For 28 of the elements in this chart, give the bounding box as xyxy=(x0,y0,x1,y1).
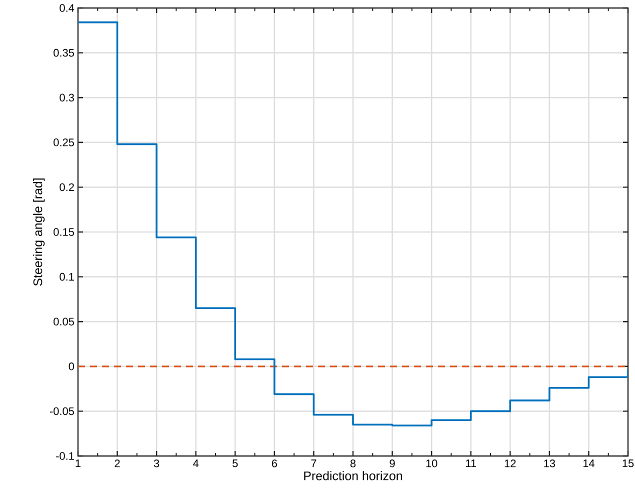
y-tick-label: 0.25 xyxy=(54,138,74,146)
y-tick-label: 0.1 xyxy=(60,272,74,281)
y-tick-label: -0.1 xyxy=(56,452,74,460)
y-tick-label: 0 xyxy=(68,362,74,370)
x-tick-label: 5 xyxy=(232,460,238,468)
x-tick-label: 9 xyxy=(390,460,395,468)
x-tick-label: 12 xyxy=(504,460,516,468)
y-tick-label: 0.05 xyxy=(54,318,74,326)
x-tick-label: 6 xyxy=(272,460,277,468)
y-tick-label: -0.05 xyxy=(50,407,74,416)
x-tick-label: 10 xyxy=(426,460,438,468)
x-tick-label: 1 xyxy=(76,460,81,468)
x-tick-label: 2 xyxy=(114,460,120,468)
y-axis-title: Steering angle [rad] xyxy=(33,178,45,286)
x-tick-label: 15 xyxy=(622,460,634,468)
x-tick-label: 13 xyxy=(544,460,556,468)
y-tick-label: 0.4 xyxy=(60,4,74,12)
y-tick-label: 0.3 xyxy=(60,94,74,102)
x-tick-label: 3 xyxy=(154,460,160,468)
y-tick-label: 0.15 xyxy=(54,228,74,236)
x-tick-label: 7 xyxy=(311,460,316,468)
x-tick-label: 4 xyxy=(193,460,199,468)
x-tick-label: 14 xyxy=(583,460,594,468)
y-tick-label: 0.2 xyxy=(60,183,74,192)
y-tick-label: 0.35 xyxy=(54,48,74,57)
x-tick-label: 11 xyxy=(466,460,476,468)
x-tick-label: 8 xyxy=(350,460,356,468)
x-axis-title: Prediction horizon xyxy=(304,471,402,480)
